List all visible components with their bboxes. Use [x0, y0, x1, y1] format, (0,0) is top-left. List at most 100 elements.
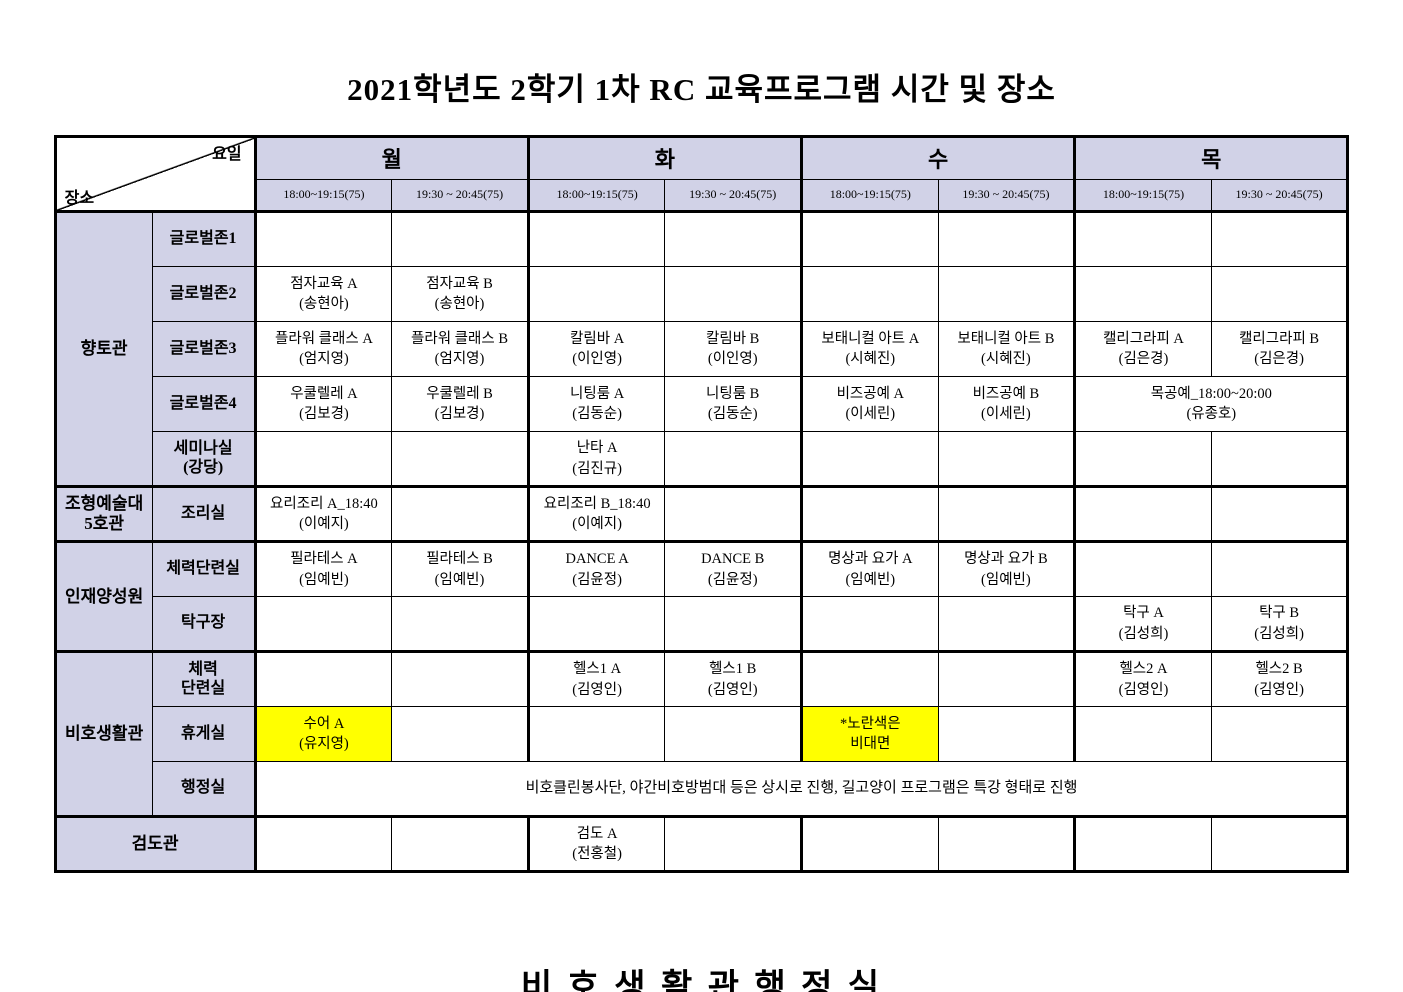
time-header-wed-2: 19:30 ~ 20:45(75) [937, 178, 1076, 212]
empty-cell [937, 266, 1076, 322]
empty-cell [1073, 266, 1212, 322]
room-label-globalzone3: 글로벌존3 [151, 321, 256, 377]
corner-day-label: 요일 [212, 146, 242, 163]
empty-cell [1210, 485, 1349, 542]
schedule-cell: 니팅룸 B (김동순) [664, 376, 802, 432]
schedule-cell: 요리조리 A_18:40 (이예지) [253, 485, 393, 542]
corner-place-label: 장소 [64, 190, 95, 207]
row-globalzone4: 글로벌존4 우쿨렐레 A (김보경) 우쿨렐레 B (김보경) 니팅룸 A (김… [55, 376, 1349, 432]
schedule-cell: 우쿨렐레 A (김보경) [253, 376, 393, 432]
schedule-cell: 요리조리 B_18:40 (이예지) [526, 485, 666, 542]
room-label-globalzone2: 글로벌존2 [151, 266, 256, 322]
empty-cell [800, 596, 939, 652]
empty-cell [253, 650, 393, 707]
empty-cell [1073, 431, 1212, 487]
empty-cell [937, 650, 1076, 707]
group-label-hyangto: 향토관 [54, 210, 153, 487]
empty-cell [391, 210, 529, 267]
empty-cell [391, 431, 529, 487]
schedule-cell: 보태니컬 아트 A (시혜진) [800, 321, 939, 377]
empty-cell [1210, 431, 1349, 487]
empty-cell [253, 596, 393, 652]
schedule-cell: 점자교육 B (송현아) [391, 266, 529, 322]
time-header-mon-1: 18:00~19:15(75) [253, 178, 393, 212]
empty-cell [1073, 706, 1212, 762]
schedule-cell: 헬스1 A (김영인) [526, 650, 666, 707]
empty-cell [800, 431, 939, 487]
footer-title: 비 호 생 활 관 행 정 실 [520, 968, 883, 992]
schedule-cell: 헬스2 B (김영인) [1210, 650, 1349, 707]
legend-cell-highlighted: *노란색은 비대면 [800, 706, 939, 762]
empty-cell [1073, 485, 1212, 542]
empty-cell [391, 706, 529, 762]
room-label-pingpong: 탁구장 [151, 596, 256, 652]
schedule-cell: DANCE A (김윤정) [526, 540, 666, 597]
empty-cell [253, 815, 393, 872]
schedule-cell: 탁구 A (김성희) [1073, 596, 1212, 652]
empty-cell [1210, 540, 1349, 597]
empty-cell [664, 485, 802, 542]
schedule-cell: 비즈공예 A (이세린) [800, 376, 939, 432]
empty-cell [1210, 815, 1349, 872]
empty-cell [1210, 706, 1349, 762]
empty-cell [800, 650, 939, 707]
schedule-cell: 난타 A (김진규) [526, 431, 666, 487]
row-fitness-injae: 인재양성원 체력단련실 필라테스 A (임예빈) 필라테스 B (임예빈) DA… [54, 540, 1349, 652]
row-cooking: 조형예술대 5호관 조리실 요리조리 A_18:40 (이예지) 요리조리 B_… [54, 485, 1349, 542]
room-label-cooking: 조리실 [151, 485, 256, 542]
empty-cell [937, 596, 1076, 652]
row-lounge: 휴게실 수어 A (유지영) *노란색은 비대면 [55, 706, 1349, 762]
row-pingpong: 탁구장 탁구 A (김성희) 탁구 B (김성희) [55, 596, 1349, 652]
schedule-cell: 칼림바 A (이인영) [526, 321, 666, 377]
schedule-cell: 칼림바 B (이인영) [664, 321, 802, 377]
time-header-mon-2: 19:30 ~ 20:45(75) [391, 178, 529, 212]
schedule-cell: 헬스1 B (김영인) [664, 650, 802, 707]
room-label-seminar: 세미나실 (강당) [151, 431, 256, 487]
empty-cell [937, 485, 1076, 542]
corner-cell: 요일 장소 [54, 136, 256, 212]
day-header-row: 요일 장소 월 화 수 목 [54, 136, 1349, 212]
schedule-cell: 탁구 B (김성희) [1210, 596, 1349, 652]
timetable: 요일 장소 월 화 수 목 18:00~19:15(75) 19:30 ~ 20… [53, 135, 1350, 873]
empty-cell [526, 210, 666, 267]
empty-cell [800, 210, 939, 267]
group-label-johyung: 조형예술대 5호관 [54, 485, 153, 542]
time-header-tue-1: 18:00~19:15(75) [526, 178, 666, 212]
empty-cell [664, 706, 802, 762]
row-globalzone2: 글로벌존2 점자교육 A (송현아) 점자교육 B (송현아) [55, 266, 1349, 322]
schedule-cell: 헬스2 A (김영인) [1073, 650, 1212, 707]
empty-cell [800, 266, 939, 322]
row-geomdo: 검도관 검도 A (전홍철) [54, 815, 1349, 872]
day-header-tue: 화 [526, 136, 803, 180]
empty-cell [1210, 266, 1349, 322]
schedule-cell: 캘리그라피 A (김은경) [1073, 321, 1212, 377]
empty-cell [526, 266, 666, 322]
empty-cell [253, 210, 393, 267]
group-label-biho: 비호생활관 [54, 650, 153, 817]
row-globalzone3: 글로벌존3 플라워 클래스 A (엄지영) 플라워 클래스 B (엄지영) 칼림… [55, 321, 1349, 377]
schedule-cell: 캘리그라피 B (김은경) [1210, 321, 1349, 377]
empty-cell [664, 815, 802, 872]
empty-cell [1073, 210, 1212, 267]
page-title: 2021학년도 2학기 1차 RC 교육프로그램 시간 및 장소 [347, 72, 1056, 107]
group-label-geomdo: 검도관 [54, 815, 256, 872]
group-label-injae: 인재양성원 [54, 540, 153, 652]
empty-cell [664, 596, 802, 652]
day-header-wed: 수 [799, 136, 1076, 180]
empty-cell [391, 650, 529, 707]
schedule-cell: 니팅룸 A (김동순) [526, 376, 666, 432]
room-label-globalzone4: 글로벌존4 [151, 376, 256, 432]
schedule-cell-woodcraft: 목공예_18:00~20:00 (유종호) [1073, 376, 1349, 432]
empty-cell [391, 485, 529, 542]
schedule-cell: 명상과 요가 B (임예빈) [937, 540, 1076, 597]
schedule-cell: 검도 A (전홍철) [526, 815, 666, 872]
notice-cell: 비호클린봉사단, 야간비호방범대 등은 상시로 진행, 길고양이 프로그램은 특… [253, 761, 1349, 817]
row-fitness-biho: 비호생활관 체력 단련실 헬스1 A (김영인) 헬스1 B (김영인) 헬스2… [54, 650, 1349, 817]
schedule-cell: 플라워 클래스 B (엄지영) [391, 321, 529, 377]
empty-cell [800, 815, 939, 872]
schedule-cell-highlighted: 수어 A (유지영) [253, 706, 393, 762]
empty-cell [1073, 540, 1212, 597]
schedule-cell: DANCE B (김윤정) [664, 540, 802, 597]
empty-cell [526, 596, 666, 652]
